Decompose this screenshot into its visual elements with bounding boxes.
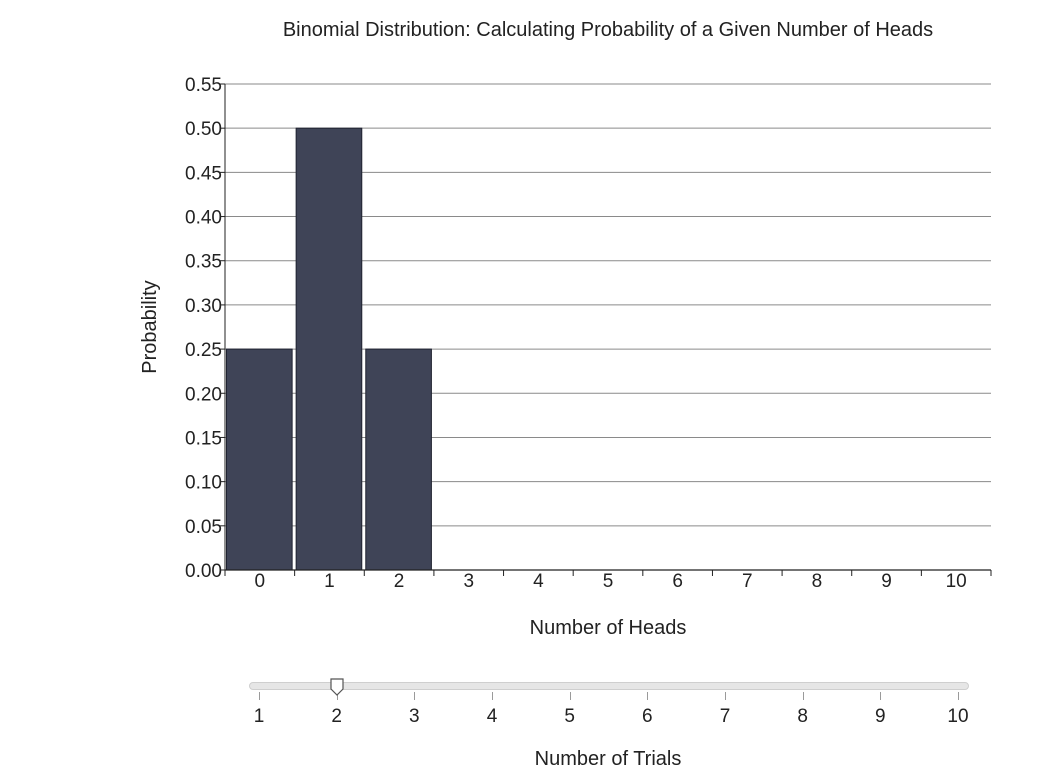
axes [224,84,991,571]
slider-handle[interactable] [330,678,344,696]
chart-title: Binomial Distribution: Calculating Proba… [283,19,933,41]
slider-tick-label: 8 [797,706,808,727]
y-tick-label: 0.55 [185,75,222,96]
y-tick-label: 0.15 [185,428,222,449]
slider-track[interactable] [249,682,969,690]
y-tick-label: 0.05 [185,517,222,538]
x-tick-label: 1 [324,571,335,592]
x-tick-label: 6 [672,571,683,592]
slider-tick-mark [880,692,882,700]
x-axis-ticks: 0 1 2 3 4 5 6 7 8 9 10 [224,570,992,592]
slider-tick-label: 7 [719,706,731,727]
slider-tick-mark [259,692,260,700]
slider-tick-label: 3 [409,706,420,727]
slider-tick-label: 1 [253,706,265,727]
x-tick-label: 10 [946,571,967,592]
slider-tick-mark [492,692,493,700]
x-tick-label: 0 [255,571,266,592]
y-tick-label: 0.45 [185,163,222,184]
x-tick-label: 8 [812,571,823,592]
bar-1 [295,127,363,571]
slider-tick-mark [569,692,571,700]
y-tick-label: 0.50 [185,119,222,140]
x-axis-label: Number of Heads [530,617,687,639]
x-tick-label: 5 [603,571,614,592]
bars [226,127,432,571]
slider-tick-mark [802,692,804,700]
bar-2 [365,348,432,571]
slider-tick-mark [958,692,959,700]
y-tick-label: 0.35 [185,252,222,273]
slider-tick-label: 5 [564,706,575,727]
slider-tick-label: 2 [331,706,342,727]
slider-tick-label: 10 [947,706,969,727]
x-tick-label: 4 [533,571,544,592]
y-tick-label: 0.00 [185,561,222,582]
y-tick-label: 0.25 [185,340,222,361]
y-tick-label: 0.10 [185,473,222,494]
y-axis-ticks: 0.00 0.05 0.10 0.15 0.20 0.25 0.30 0.35 0.40 0.45… [185,75,225,582]
slider-tick-mark [725,692,726,700]
x-tick-label: 3 [463,571,474,592]
x-tick-label: 7 [742,571,753,592]
slider-tick-label: 6 [642,706,653,727]
x-tick-label: 2 [394,571,405,592]
slider-tick-mark [414,692,416,700]
slider-title: Number of Trials [534,748,682,770]
slider-tick-label: 4 [486,706,498,727]
binomial-chart: Binomial Distribution: Calculating Proba… [139,19,992,639]
y-tick-label: 0.40 [185,208,222,229]
y-tick-label: 0.20 [185,384,222,405]
x-tick-label: 9 [881,571,892,592]
y-axis-label: Probability [139,280,161,373]
y-tick-label: 0.30 [185,296,222,317]
slider-tick-mark [647,692,649,700]
slider-tick-label: 9 [875,706,886,727]
bar-0 [226,348,293,571]
